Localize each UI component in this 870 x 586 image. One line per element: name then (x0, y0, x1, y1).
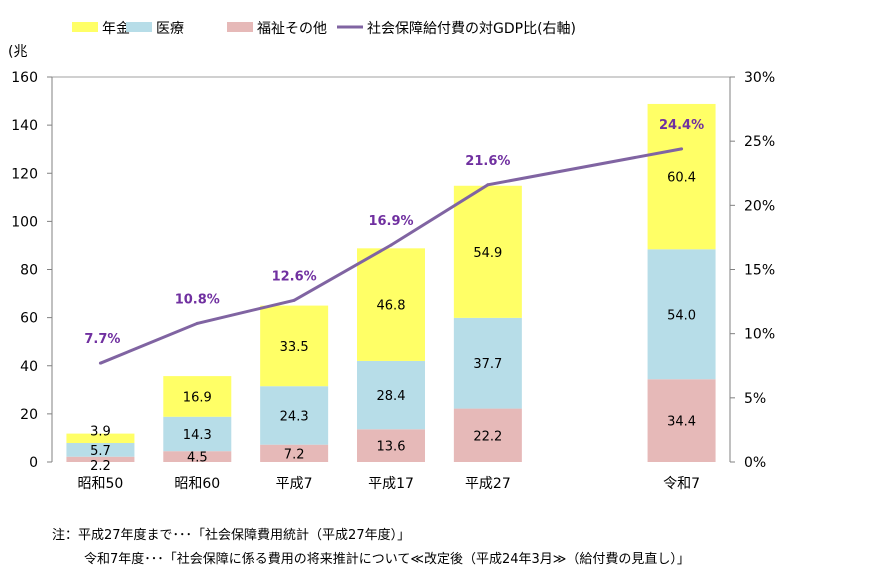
gdp-ratio-label: 10.8% (175, 292, 220, 307)
bar-segment (66, 456, 135, 462)
bar-data-label: 46.8 (377, 299, 406, 314)
bar-data-label: 60.4 (667, 171, 696, 186)
x-tick-label: 令和7 (663, 476, 700, 492)
bar-segment (163, 376, 232, 417)
bar-segment (260, 444, 329, 462)
bar-segment (647, 249, 716, 380)
y-tick-label: 20 (20, 407, 38, 423)
bar-data-label: 16.9 (183, 390, 212, 405)
bar-segment (453, 408, 522, 462)
bar-segment (163, 416, 232, 452)
bar-segment (453, 185, 522, 318)
bar-segment (453, 317, 522, 409)
gdp-ratio-label: 16.9% (368, 214, 413, 229)
bar-data-label: 7.2 (284, 447, 305, 462)
bar-data-label: 28.4 (377, 389, 406, 404)
y-tick-label: 0 (29, 455, 38, 471)
legend-label: 年金 (102, 21, 130, 37)
x-tick-label: 昭和60 (174, 476, 220, 492)
bar-segment (260, 305, 329, 387)
bar-segment (357, 360, 425, 430)
legend-label: 福祉その他 (257, 21, 327, 37)
legend-swatch (227, 22, 253, 32)
gdp-ratio-point (292, 298, 296, 302)
y-tick-label: 160 (11, 70, 38, 86)
y-tick-label: 80 (20, 263, 38, 279)
bar-data-label: 54.0 (667, 308, 696, 323)
y-tick-label: 100 (11, 214, 38, 230)
bar-data-label: 37.7 (473, 357, 502, 372)
gdp-ratio-point (389, 243, 393, 247)
gdp-ratio-point (195, 321, 199, 325)
bar-segment (260, 386, 329, 445)
x-tick-label: 平成27 (465, 476, 511, 492)
bar-data-label: 5.7 (90, 444, 111, 459)
gdp-ratio-point (680, 147, 684, 151)
y2-tick-label: 0% (744, 455, 766, 471)
y2-tick-label: 25% (744, 134, 775, 150)
bar-data-label: 13.6 (377, 440, 406, 455)
gdp-ratio-label: 21.6% (465, 154, 510, 169)
bar-segment (66, 442, 135, 457)
bar-data-label: 2.2 (90, 459, 111, 474)
bar-segment (66, 433, 135, 443)
y2-tick-label: 30% (744, 70, 775, 86)
note-line-1: 注：平成27年度まで･･･「社会保障費用統計（平成27年度）」 (52, 528, 411, 543)
y-axis-label: (兆 (8, 44, 27, 60)
bar-data-label: 3.9 (90, 425, 111, 440)
bar-data-label: 54.9 (473, 246, 502, 261)
bar-segment (647, 379, 716, 462)
gdp-ratio-line (99, 147, 682, 365)
bar-segment (357, 248, 425, 361)
bar-data-label: 14.3 (183, 428, 212, 443)
bar-data-label: 34.4 (667, 415, 696, 430)
bar-data-label: 4.5 (187, 451, 208, 466)
bar-segment (357, 429, 425, 462)
x-tick-label: 平成7 (276, 476, 313, 492)
bar-segment (647, 103, 716, 250)
legend-swatch (72, 22, 98, 32)
y2-tick-label: 5% (744, 391, 766, 407)
bar-data-label: 33.5 (280, 340, 309, 355)
y2-tick-label: 10% (744, 327, 775, 343)
y2-tick-label: 20% (744, 198, 775, 214)
legend-label: 社会保障給付費の対GDP比(右軸) (367, 21, 576, 37)
y2-tick-label: 15% (744, 263, 775, 279)
x-tick-label: 平成17 (368, 476, 414, 492)
y-tick-label: 60 (20, 311, 38, 327)
y-tick-label: 140 (11, 118, 38, 134)
bar-data-label: 24.3 (280, 409, 309, 424)
legend-label: 医療 (156, 20, 184, 37)
gdp-ratio-point (98, 361, 102, 365)
gdp-ratio-label: 12.6% (272, 269, 317, 284)
y-tick-label: 40 (20, 359, 38, 375)
note-line-2: 令和7年度･･･「社会保障に係る費用の将来推計について≪改定後（平成24年3月≫… (84, 552, 690, 567)
bar-segment (163, 451, 232, 462)
y-tick-label: 120 (11, 166, 38, 182)
gdp-ratio-label: 24.4% (659, 118, 704, 133)
gdp-ratio-label: 7.7% (84, 332, 120, 347)
x-tick-label: 昭和50 (78, 476, 124, 492)
legend-swatch (126, 22, 152, 32)
gdp-ratio-point (486, 183, 490, 187)
bar-data-label: 22.2 (473, 429, 502, 444)
